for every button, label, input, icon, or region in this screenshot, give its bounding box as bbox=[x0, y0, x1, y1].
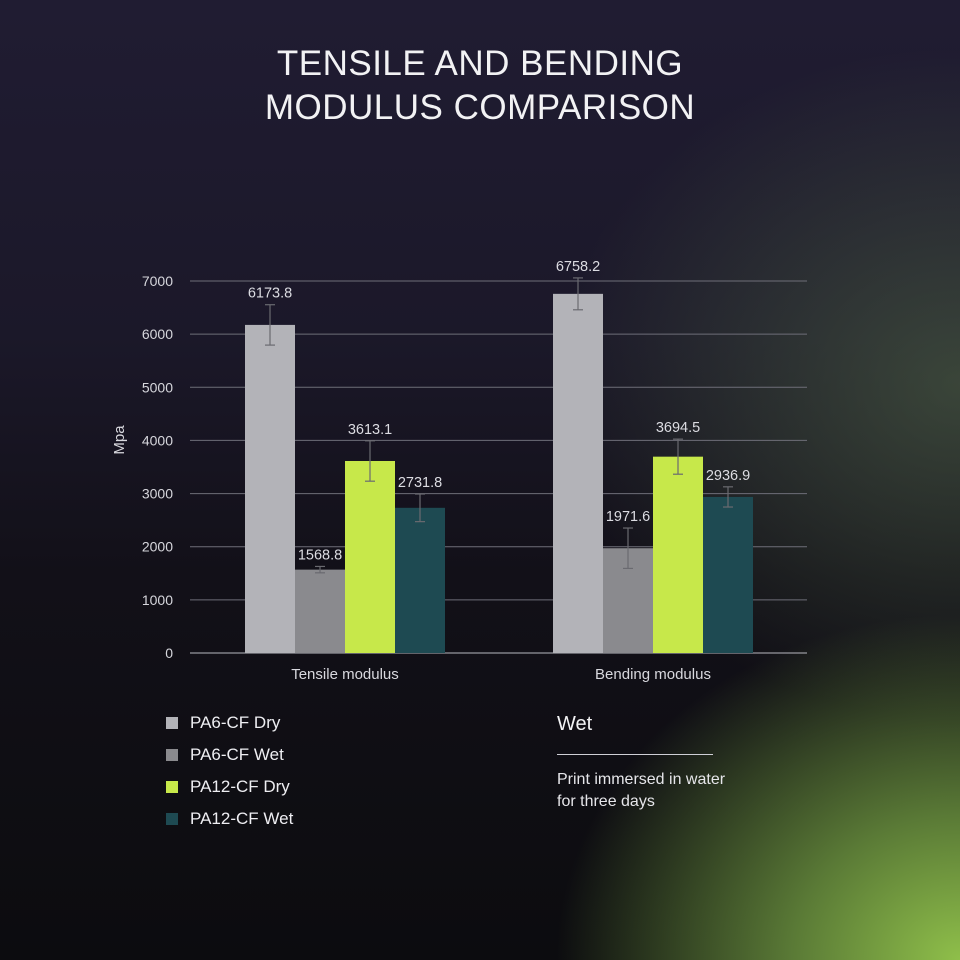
legend-label: PA6-CF Dry bbox=[190, 713, 281, 732]
legend-swatch bbox=[166, 781, 178, 793]
y-tick-label: 7000 bbox=[142, 273, 173, 289]
error-bar bbox=[365, 440, 375, 482]
legend-item: PA12-CF Wet bbox=[166, 808, 293, 840]
y-tick-label: 5000 bbox=[142, 379, 173, 395]
legend-label: PA12-CF Wet bbox=[190, 809, 294, 828]
x-axis-ticks: Tensile modulus Bending modulus bbox=[291, 666, 711, 683]
x-tick-label: Bending modulus bbox=[595, 666, 711, 683]
bar-pa12-cf-wet-1 bbox=[703, 496, 753, 653]
error-bar bbox=[415, 493, 425, 523]
note-heading: Wet bbox=[557, 713, 593, 735]
chart-title: TENSILE AND BENDING MODULUS COMPARISON bbox=[0, 42, 960, 130]
legend-item: PA6-CF Dry bbox=[166, 712, 293, 744]
bar-pa6-cf-dry-0 bbox=[245, 324, 295, 653]
x-tick-label: Tensile modulus bbox=[291, 666, 399, 683]
bar-pa12-cf-wet-0 bbox=[395, 507, 445, 653]
error-bars bbox=[265, 277, 733, 574]
bars bbox=[245, 293, 753, 653]
chart-title-line-1: TENSILE AND BENDING bbox=[276, 44, 684, 83]
data-labels: 6173.8 1568.8 3613.1 2731.8 6758.2 1971.6 3694… bbox=[248, 259, 750, 564]
y-axis-label: Mpa bbox=[111, 425, 128, 455]
legend-swatch bbox=[166, 813, 178, 825]
data-label: 6758.2 bbox=[556, 259, 600, 275]
error-bar bbox=[623, 527, 633, 570]
legend-item: PA12-CF Dry bbox=[166, 776, 293, 808]
data-label: 2936.9 bbox=[706, 468, 750, 484]
note-divider bbox=[557, 754, 713, 755]
legend-label: PA6-CF Wet bbox=[190, 745, 284, 764]
y-tick-label: 1000 bbox=[142, 592, 173, 608]
legend-item: PA6-CF Wet bbox=[166, 744, 293, 776]
data-label: 3613.1 bbox=[348, 422, 392, 438]
error-bar bbox=[315, 565, 325, 574]
bar-pa12-cf-dry-0 bbox=[345, 460, 395, 653]
y-tick-label: 4000 bbox=[142, 432, 173, 448]
data-label: 2731.8 bbox=[398, 475, 442, 491]
bar-pa6-cf-wet-0 bbox=[295, 569, 345, 653]
legend-swatch bbox=[166, 749, 178, 761]
data-label: 6173.8 bbox=[248, 286, 292, 302]
note-text-line-1: Print immersed in water bbox=[557, 771, 726, 788]
chart-title-line-2: MODULUS COMPARISON bbox=[264, 88, 696, 127]
data-label: 1971.6 bbox=[606, 509, 650, 525]
note-box: Wet Print immersed in water for three da… bbox=[557, 710, 817, 813]
note-text-line-2: for three days bbox=[557, 793, 655, 810]
error-bar bbox=[265, 304, 275, 346]
legend: PA6-CF Dry PA6-CF Wet PA12-CF Dry PA12-CF W… bbox=[166, 712, 293, 840]
y-tick-label: 2000 bbox=[142, 539, 173, 555]
y-tick-label: 6000 bbox=[142, 326, 173, 342]
bar-pa12-cf-dry-1 bbox=[653, 456, 703, 653]
data-label: 1568.8 bbox=[298, 547, 342, 563]
legend-label: PA12-CF Dry bbox=[190, 777, 290, 796]
y-tick-label: 0 bbox=[165, 645, 173, 661]
y-axis-ticks: 0 1000 2000 3000 4000 5000 6000 7000 bbox=[142, 273, 173, 661]
error-bar bbox=[673, 438, 683, 475]
note-text: Print immersed in water for three days bbox=[557, 769, 817, 813]
legend-swatch bbox=[166, 717, 178, 729]
error-bar bbox=[573, 277, 583, 311]
bar-pa6-cf-dry-1 bbox=[553, 293, 603, 653]
error-bar bbox=[723, 486, 733, 508]
bar-chart: 0 1000 2000 3000 4000 5000 6000 7000 Mpa 6173.8… bbox=[111, 259, 807, 683]
y-tick-label: 3000 bbox=[142, 486, 173, 502]
data-label: 3694.5 bbox=[656, 420, 700, 436]
